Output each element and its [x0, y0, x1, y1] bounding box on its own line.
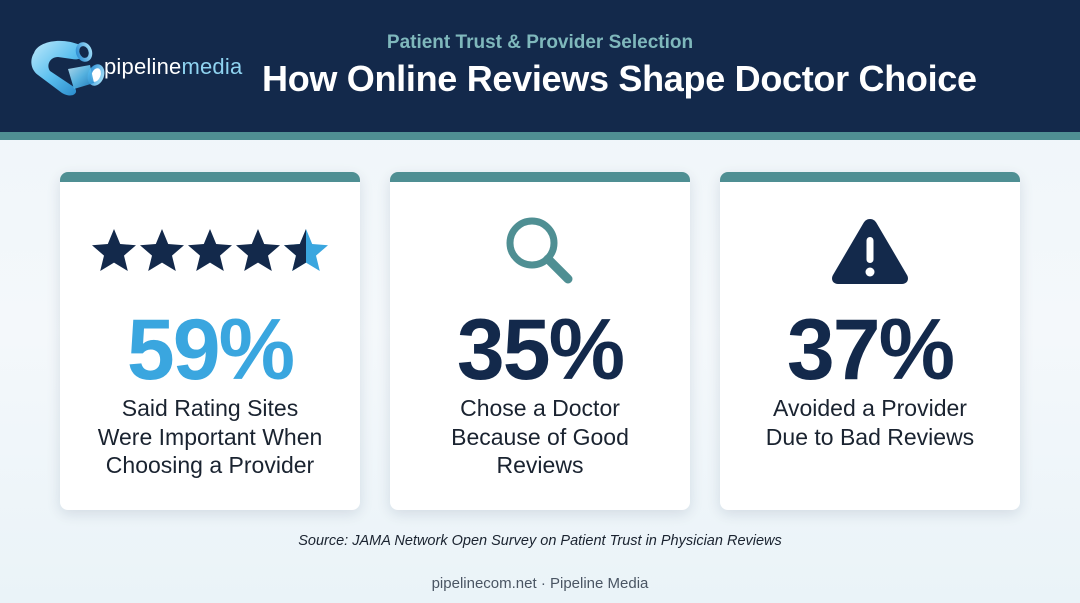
- stat-description: Chose a Doctor Because of Good Reviews: [400, 394, 680, 480]
- desc-line: Said Rating Sites: [121, 395, 299, 421]
- stat-description: Said Rating Sites Were Important When Ch…: [70, 394, 350, 480]
- search-icon-wrap: [390, 212, 690, 290]
- subtitle: Patient Trust & Provider Selection: [0, 32, 1080, 54]
- header-banner: pipelinemedia Patient Trust & Provider S…: [0, 0, 1080, 132]
- subtitle-text: Patient Trust & Provider Selection: [386, 32, 694, 53]
- source-citation: Source: JAMA Network Open Survey on Pati…: [298, 533, 782, 549]
- card-accent-bar: [390, 172, 690, 182]
- logo-text-accent: media: [181, 54, 243, 79]
- stat-card-rating-sites: 59% Said Rating Sites Were Important Whe…: [60, 172, 360, 510]
- logo-text-main: pipeline: [104, 54, 182, 79]
- stat-description: Avoided a Provider Due to Bad Reviews: [730, 394, 1010, 451]
- desc-line: Avoided a Provider: [773, 395, 967, 421]
- warning-icon-wrap: [720, 212, 1020, 290]
- warning-icon: [832, 219, 908, 284]
- star-rating-icon: [60, 212, 360, 290]
- four-and-a-half-stars-icon: [92, 229, 328, 271]
- desc-line: Because of Good: [451, 423, 629, 450]
- logo-wordmark: pipelinemedia: [104, 54, 242, 80]
- header-divider: [0, 132, 1080, 140]
- stat-value: 35%: [456, 302, 625, 398]
- magnifying-glass-icon: [506, 217, 573, 284]
- desc-line: Chose a Doctor: [460, 395, 620, 421]
- stat-card-bad-reviews: 37% Avoided a Provider Due to Bad Review…: [720, 172, 1020, 510]
- desc-line: Choosing a Provider: [105, 452, 315, 478]
- card-accent-bar: [60, 172, 360, 182]
- stat-value: 59%: [126, 302, 295, 398]
- stat-value: 37%: [786, 302, 955, 398]
- pipeline-media-logo[interactable]: pipelinemedia: [28, 34, 242, 100]
- card-accent-bar: [720, 172, 1020, 182]
- footer-credit[interactable]: pipelinecom.net · Pipeline Media: [431, 575, 649, 592]
- desc-line: Reviews: [496, 452, 584, 478]
- desc-line: Were Important When: [97, 423, 323, 450]
- stat-card-good-reviews: 35% Chose a Doctor Because of Good Revie…: [390, 172, 690, 510]
- page-title: How Online Reviews Shape Doctor Choice: [262, 58, 977, 99]
- desc-line: Due to Bad Reviews: [765, 423, 975, 450]
- pipe-logo-icon: [31, 40, 105, 96]
